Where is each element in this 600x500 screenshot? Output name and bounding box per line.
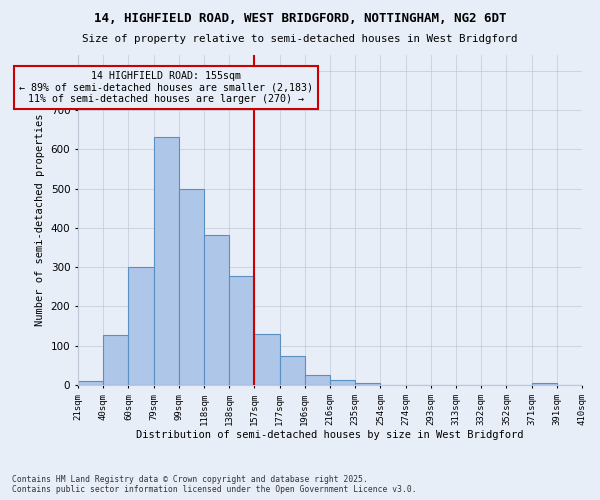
Bar bbox=[103, 334, 128, 385]
Bar bbox=[280, 356, 305, 385]
Text: 14 HIGHFIELD ROAD: 155sqm
← 89% of semi-detached houses are smaller (2,183)
11% : 14 HIGHFIELD ROAD: 155sqm ← 89% of semi-… bbox=[19, 70, 313, 104]
Text: 14, HIGHFIELD ROAD, WEST BRIDGFORD, NOTTINGHAM, NG2 6DT: 14, HIGHFIELD ROAD, WEST BRIDGFORD, NOTT… bbox=[94, 12, 506, 26]
Bar bbox=[305, 375, 330, 385]
Bar bbox=[532, 383, 557, 385]
Bar bbox=[229, 276, 254, 385]
Text: Size of property relative to semi-detached houses in West Bridgford: Size of property relative to semi-detach… bbox=[82, 34, 518, 44]
Bar bbox=[179, 188, 204, 385]
Bar bbox=[355, 383, 380, 385]
Bar bbox=[254, 334, 280, 385]
Bar bbox=[330, 380, 355, 385]
Bar bbox=[128, 267, 154, 385]
X-axis label: Distribution of semi-detached houses by size in West Bridgford: Distribution of semi-detached houses by … bbox=[136, 430, 524, 440]
Bar bbox=[204, 234, 229, 385]
Bar bbox=[154, 138, 179, 385]
Bar bbox=[78, 381, 103, 385]
Y-axis label: Number of semi-detached properties: Number of semi-detached properties bbox=[35, 114, 45, 326]
Text: Contains HM Land Registry data © Crown copyright and database right 2025.
Contai: Contains HM Land Registry data © Crown c… bbox=[12, 474, 416, 494]
